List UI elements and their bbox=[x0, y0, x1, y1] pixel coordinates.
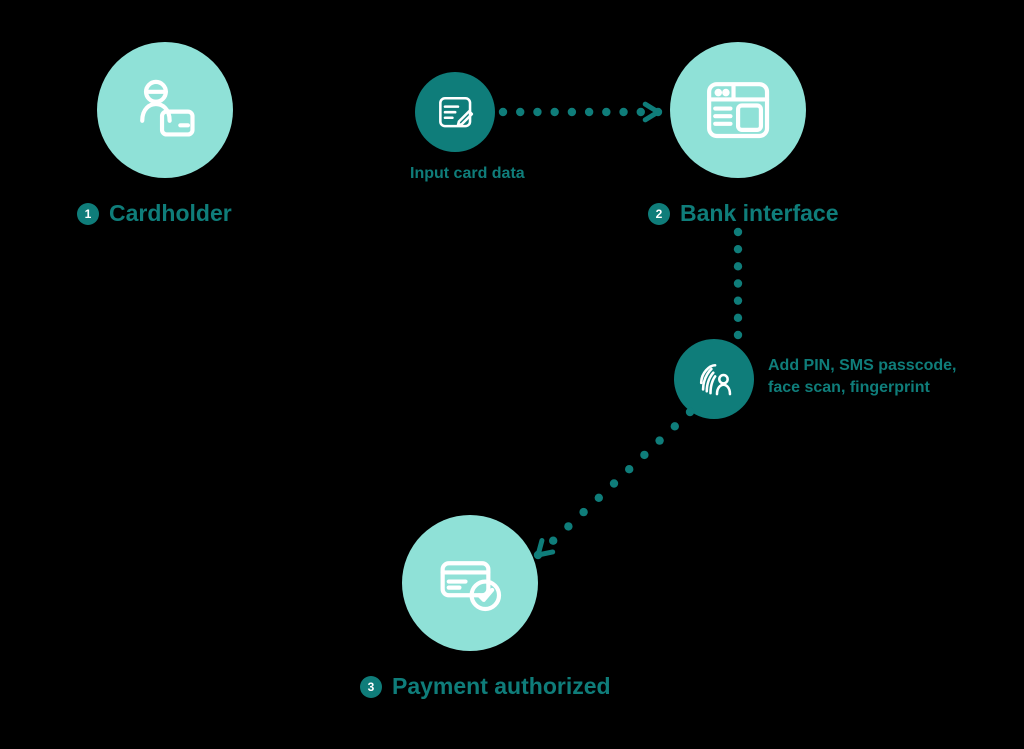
node-payment-authorized-circle bbox=[402, 515, 538, 651]
connector-add-auth-label: Add PIN, SMS passcode,face scan, fingerp… bbox=[768, 355, 988, 398]
arrow bbox=[483, 92, 678, 132]
node-bank-interface-circle bbox=[670, 42, 806, 178]
node-payment-authorized-icon bbox=[432, 545, 508, 621]
connector-input-card-data-circle bbox=[415, 72, 495, 152]
node-cardholder-badge: 1 bbox=[77, 203, 99, 225]
node-bank-interface-icon bbox=[700, 72, 776, 148]
connector-input-card-data-label: Input card data bbox=[410, 163, 610, 185]
arrow bbox=[718, 212, 758, 355]
node-payment-authorized-title: Payment authorized bbox=[392, 673, 611, 700]
diagram-stage: 1 Cardholder 2 Bank interface 3 Payment autho… bbox=[0, 0, 1024, 749]
node-cardholder-title: Cardholder bbox=[109, 200, 232, 227]
node-cardholder-circle bbox=[97, 42, 233, 178]
node-bank-interface-label-row: 2 Bank interface bbox=[648, 200, 839, 227]
node-bank-interface-title: Bank interface bbox=[680, 200, 839, 227]
connector-input-card-data-icon bbox=[432, 89, 478, 135]
arrow bbox=[518, 392, 710, 575]
node-payment-authorized-label-row: 3 Payment authorized bbox=[360, 673, 611, 700]
node-cardholder-icon bbox=[127, 72, 203, 148]
node-payment-authorized-badge: 3 bbox=[360, 676, 382, 698]
connector-add-auth-icon bbox=[691, 356, 737, 402]
node-cardholder-label-row: 1 Cardholder bbox=[77, 200, 232, 227]
node-bank-interface-badge: 2 bbox=[648, 203, 670, 225]
connector-add-auth-circle bbox=[674, 339, 754, 419]
